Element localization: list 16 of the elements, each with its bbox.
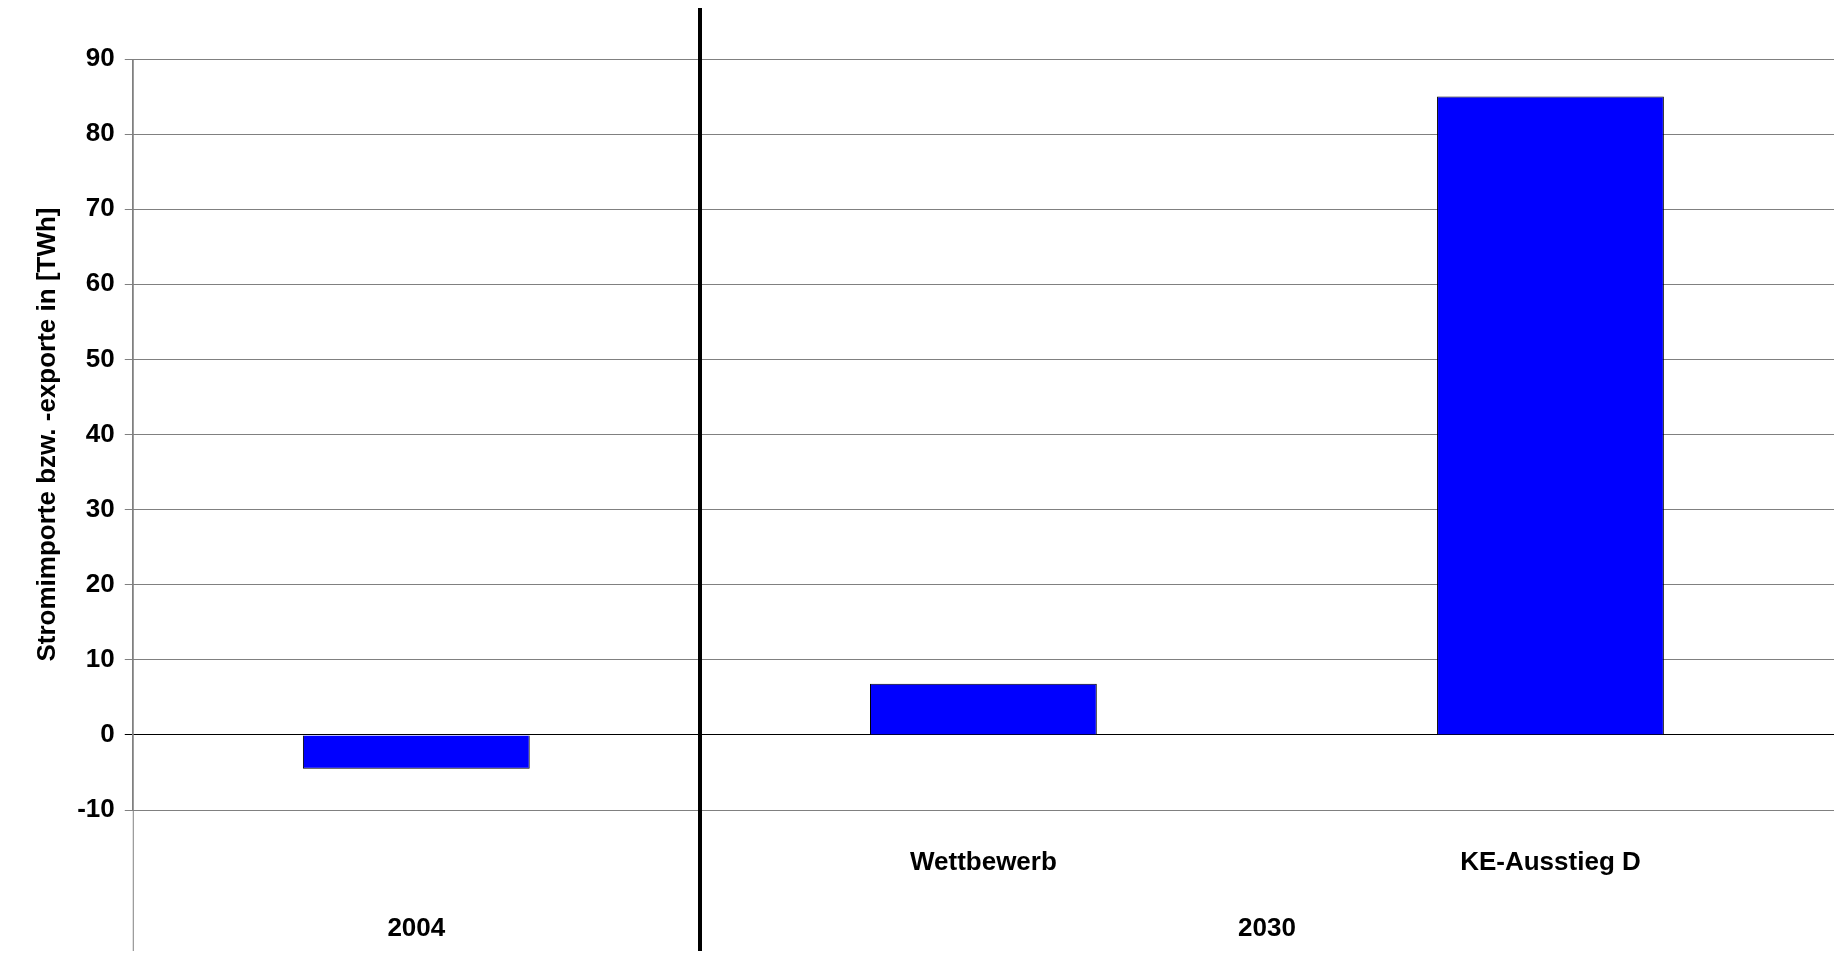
x-tick-label: KE-Ausstieg D <box>1460 846 1641 877</box>
text: 2030 <box>1238 912 1296 943</box>
y-tick-label: 0 <box>100 718 115 749</box>
y-tick-label: 30 <box>85 492 115 523</box>
x-tick-label: Wettbewerb <box>909 846 1057 877</box>
y-tick-label: 20 <box>85 567 115 598</box>
y-axis-title: Stromimporte bzw. -exporte in [TWh] <box>30 207 61 662</box>
y-tick-label: 80 <box>85 117 115 148</box>
y-tick-label: 10 <box>85 642 115 673</box>
y-tick-label: 50 <box>85 342 115 373</box>
y-tick-label: -10 <box>77 793 115 824</box>
y-tick-label: 60 <box>85 267 115 298</box>
y-tick-label: 40 <box>85 417 115 448</box>
text: 2004 <box>387 912 446 943</box>
y-tick-label: 70 <box>85 192 115 223</box>
y-tick-label: 90 <box>85 42 115 73</box>
